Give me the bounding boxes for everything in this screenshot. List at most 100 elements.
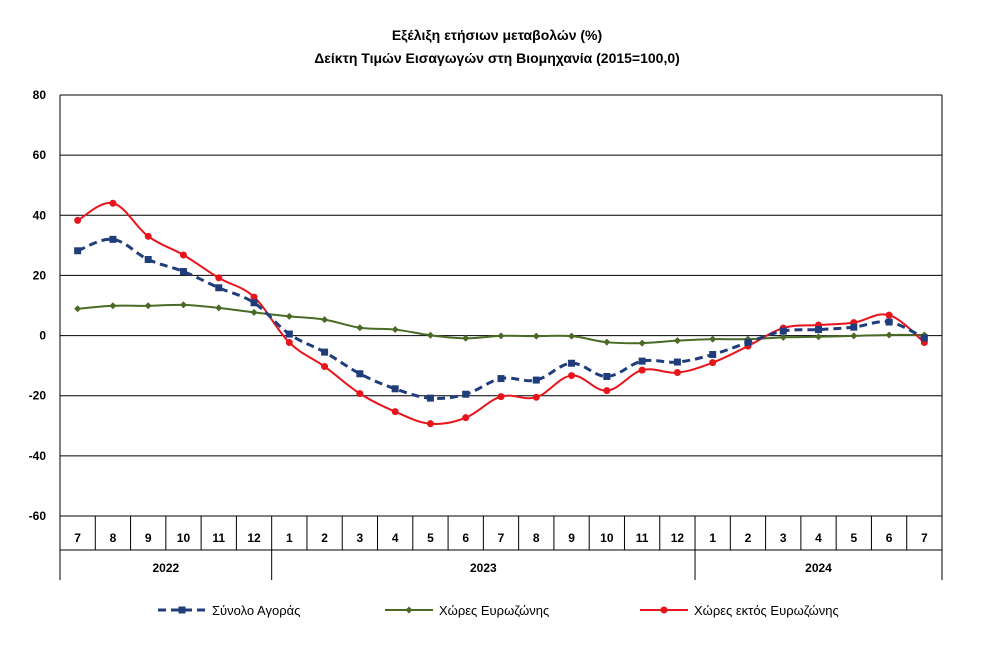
data-point <box>321 316 329 324</box>
data-point <box>144 302 152 310</box>
year-label: 2024 <box>805 561 832 575</box>
data-point <box>144 255 152 263</box>
data-point <box>920 334 928 342</box>
data-point <box>109 199 117 207</box>
x-tick-label: 2 <box>745 531 752 545</box>
data-point <box>462 334 470 342</box>
series-1 <box>74 235 928 402</box>
data-point <box>285 312 293 320</box>
x-tick-label: 12 <box>671 531 685 545</box>
series-layer <box>74 199 928 428</box>
data-point <box>532 393 540 401</box>
y-tick-label: -20 <box>29 389 47 403</box>
x-tick-label: 6 <box>886 531 893 545</box>
year-label: 2023 <box>470 561 497 575</box>
x-tick-label: 6 <box>462 531 469 545</box>
data-point <box>709 359 717 367</box>
x-tick-label: 4 <box>392 531 399 545</box>
data-point <box>391 326 399 334</box>
data-point <box>250 299 258 307</box>
data-point <box>285 330 293 338</box>
legend: Σύνολο Αγοράς Χώρες Ευρωζώνης Χώρες εκτός … <box>158 603 839 618</box>
data-point <box>462 414 470 422</box>
x-tick-label: 3 <box>357 531 364 545</box>
x-tick-label: 3 <box>780 531 787 545</box>
data-point <box>779 333 787 341</box>
data-point <box>356 390 364 398</box>
data-point <box>356 324 364 332</box>
data-point <box>568 372 576 380</box>
legend-label: Σύνολο Αγοράς <box>212 603 300 618</box>
data-point <box>673 369 681 377</box>
y-tick-label: 0 <box>39 329 46 343</box>
data-point <box>497 375 505 383</box>
x-tick-label: 2 <box>321 531 328 545</box>
data-point <box>885 331 893 339</box>
x-tick-label: 10 <box>177 531 191 545</box>
legend-label: Χώρες Ευρωζώνης <box>439 603 549 618</box>
data-point <box>568 359 576 367</box>
x-tick-label: 12 <box>247 531 261 545</box>
data-point <box>426 394 434 402</box>
legend-marker <box>178 606 186 614</box>
x-tick-label: 9 <box>568 531 575 545</box>
x-tick-label: 9 <box>145 531 152 545</box>
data-point <box>638 339 646 347</box>
data-point <box>321 348 329 356</box>
data-point <box>179 301 187 309</box>
data-point <box>74 216 82 224</box>
data-point <box>885 311 893 319</box>
data-point <box>215 274 223 282</box>
y-tick-label: 80 <box>33 88 47 102</box>
data-point <box>426 420 434 428</box>
x-tick-label: 1 <box>709 531 716 545</box>
data-point <box>532 332 540 340</box>
data-point <box>426 331 434 339</box>
y-tick-label: -60 <box>29 509 47 523</box>
data-point <box>250 308 258 316</box>
data-point <box>391 408 399 416</box>
data-point <box>603 338 611 346</box>
data-point <box>709 335 717 343</box>
data-point <box>497 332 505 340</box>
legend-marker <box>660 606 668 614</box>
chart-subtitle: Δείκτη Τιμών Εισαγωγών στη Βιομηχανία (2… <box>314 50 680 66</box>
legend-label: Χώρες εκτός Ευρωζώνης <box>694 603 839 618</box>
data-point <box>815 333 823 341</box>
series-line <box>77 237 926 400</box>
series-3 <box>74 199 928 428</box>
data-point <box>74 247 82 255</box>
data-point <box>250 293 258 301</box>
data-point <box>638 366 646 374</box>
data-point <box>673 337 681 345</box>
data-point <box>673 358 681 366</box>
x-tick-label: 10 <box>600 531 614 545</box>
y-tick-label: -40 <box>29 449 47 463</box>
x-tick-label: 5 <box>427 531 434 545</box>
x-tick-label: 8 <box>110 531 117 545</box>
data-point <box>321 363 329 371</box>
legend-entry: Χώρες Ευρωζώνης <box>385 603 549 618</box>
chart-title: Εξέλιξη ετήσιων μεταβολών (%) <box>392 27 602 43</box>
data-point <box>815 326 823 334</box>
data-point <box>462 390 470 398</box>
series-line <box>77 202 925 425</box>
data-point <box>779 327 787 335</box>
data-point <box>603 372 611 380</box>
legend-marker <box>405 606 413 614</box>
data-point <box>744 338 752 346</box>
data-point <box>74 305 82 313</box>
x-tick-label: 8 <box>533 531 540 545</box>
data-point <box>285 338 293 346</box>
data-point <box>603 387 611 395</box>
data-point <box>391 385 399 393</box>
data-point <box>532 376 540 384</box>
y-tick-label: 60 <box>33 148 47 162</box>
data-point <box>850 332 858 340</box>
x-tick-label: 11 <box>212 531 225 545</box>
y-axis: 80 60 40 20 0 -20 -40 -60 <box>29 88 943 523</box>
data-point <box>144 232 152 240</box>
data-point <box>109 302 117 310</box>
data-point <box>215 284 223 292</box>
